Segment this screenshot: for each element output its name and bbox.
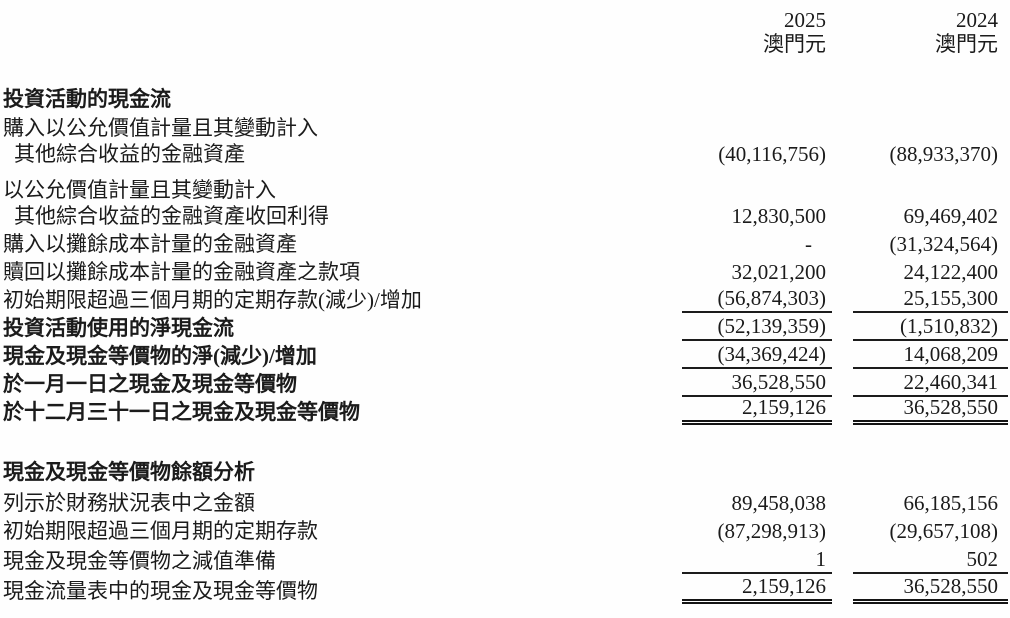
value-2024: (1,510,832)	[853, 314, 1008, 341]
value-2024: (29,657,108)	[889, 519, 999, 543]
table-row-total: 現金流量表中的現金及現金等價物 2,159,126 36,528,550	[3, 574, 1008, 604]
table-row-subtotal: 投資活動使用的淨現金流 (52,139,359) (1,510,832)	[3, 313, 1008, 341]
table-row: 現金及現金等價物之減值準備 1 502	[3, 544, 1008, 574]
year-header-2025: 2025	[784, 8, 826, 32]
table-row: 列示於財務狀況表中之金額 89,458,038 66,185,156	[3, 488, 1008, 516]
table-row: 贖回以攤餘成本計量的金融資產之款項 32,021,200 24,122,400	[3, 257, 1008, 285]
value-2025: 2,159,126	[682, 574, 832, 604]
value-2025: 12,830,500	[731, 204, 827, 228]
section-heading-investing-activities: 投資活動的現金流	[3, 86, 1008, 112]
row-label: 於十二月三十一日之現金及現金等價物	[3, 400, 360, 424]
column-header-currency-row: 澳門元 澳門元	[3, 32, 1008, 56]
section-title: 現金及現金等價物餘額分析	[3, 460, 255, 484]
row-label: 初始期限超過三個月期的定期存款	[3, 519, 318, 543]
table-row: 以公允價值計量且其變動計入 其他綜合收益的金融資產收回利得 12,830,500…	[3, 177, 1008, 229]
year-header-2024: 2024	[956, 8, 998, 32]
row-label: 贖回以攤餘成本計量的金融資產之款項	[3, 260, 360, 284]
row-label: 現金及現金等價物之減值準備	[3, 549, 276, 573]
row-label: 於一月一日之現金及現金等價物	[3, 372, 297, 396]
value-2024: 36,528,550	[853, 574, 1008, 604]
table-row: 購入以公允價值計量且其變動計入 其他綜合收益的金融資產 (40,116,756)…	[3, 115, 1008, 167]
value-2024: (31,324,564)	[889, 232, 999, 256]
value-2025: (56,874,303)	[682, 286, 832, 313]
table-row: 初始期限超過三個月期的定期存款 (87,298,913) (29,657,108…	[3, 516, 1008, 544]
row-label: 以公允價值計量且其變動計入 其他綜合收益的金融資產收回利得	[3, 177, 682, 229]
row-label: 列示於財務狀況表中之金額	[3, 491, 255, 515]
row-label-line1: 購入以公允價值計量且其變動計入	[3, 116, 318, 140]
value-2024: 14,068,209	[853, 342, 1008, 369]
value-2024: 69,469,402	[903, 204, 999, 228]
row-label: 購入以公允價值計量且其變動計入 其他綜合收益的金融資產	[3, 115, 682, 167]
value-2025: 1	[682, 547, 832, 574]
value-2024: 22,460,341	[853, 370, 1008, 397]
row-label-line1: 以公允價值計量且其變動計入	[3, 178, 276, 202]
value-2024: 502	[853, 547, 1008, 574]
value-2025: -	[805, 232, 812, 256]
row-label: 初始期限超過三個月期的定期存款(減少)/增加	[3, 288, 422, 312]
table-row: 購入以攤餘成本計量的金融資產 - (31,324,564)	[3, 229, 1008, 257]
row-label-line2: 其他綜合收益的金融資產	[14, 142, 245, 166]
value-2025: (87,298,913)	[717, 519, 827, 543]
row-label-line2: 其他綜合收益的金融資產收回利得	[14, 204, 329, 228]
row-label: 購入以攤餘成本計量的金融資產	[3, 232, 297, 256]
row-label: 投資活動使用的淨現金流	[3, 316, 234, 340]
currency-header-2024: 澳門元	[935, 32, 998, 56]
value-2025: (34,369,424)	[682, 342, 832, 369]
value-2025: 36,528,550	[682, 370, 832, 397]
value-2024: 36,528,550	[853, 395, 1008, 425]
value-2025: 89,458,038	[731, 491, 827, 515]
value-2025: 32,021,200	[731, 260, 827, 284]
value-2024: 24,122,400	[903, 260, 999, 284]
table-row-subtotal: 於一月一日之現金及現金等價物 36,528,550 22,460,341	[3, 369, 1008, 397]
value-2025: 2,159,126	[682, 395, 832, 425]
value-2024: (88,933,370)	[889, 142, 999, 166]
section-title: 投資活動的現金流	[3, 87, 171, 111]
row-label: 現金及現金等價物的淨(減少)/增加	[3, 344, 317, 368]
row-label: 現金流量表中的現金及現金等價物	[3, 579, 318, 603]
value-2024: 66,185,156	[903, 491, 999, 515]
column-header-year-row: 2025 2024	[3, 8, 1008, 32]
currency-header-2025: 澳門元	[763, 32, 826, 56]
table-row-total: 於十二月三十一日之現金及現金等價物 2,159,126 36,528,550	[3, 395, 1008, 425]
value-2025: (52,139,359)	[682, 314, 832, 341]
table-row-subtotal: 現金及現金等價物的淨(減少)/增加 (34,369,424) 14,068,20…	[3, 341, 1008, 369]
value-2025: (40,116,756)	[718, 142, 826, 166]
value-2024: 25,155,300	[853, 286, 1008, 313]
section-heading-cash-balance-analysis: 現金及現金等價物餘額分析	[3, 459, 1008, 485]
table-row: 初始期限超過三個月期的定期存款(減少)/增加 (56,874,303) 25,1…	[3, 285, 1008, 313]
